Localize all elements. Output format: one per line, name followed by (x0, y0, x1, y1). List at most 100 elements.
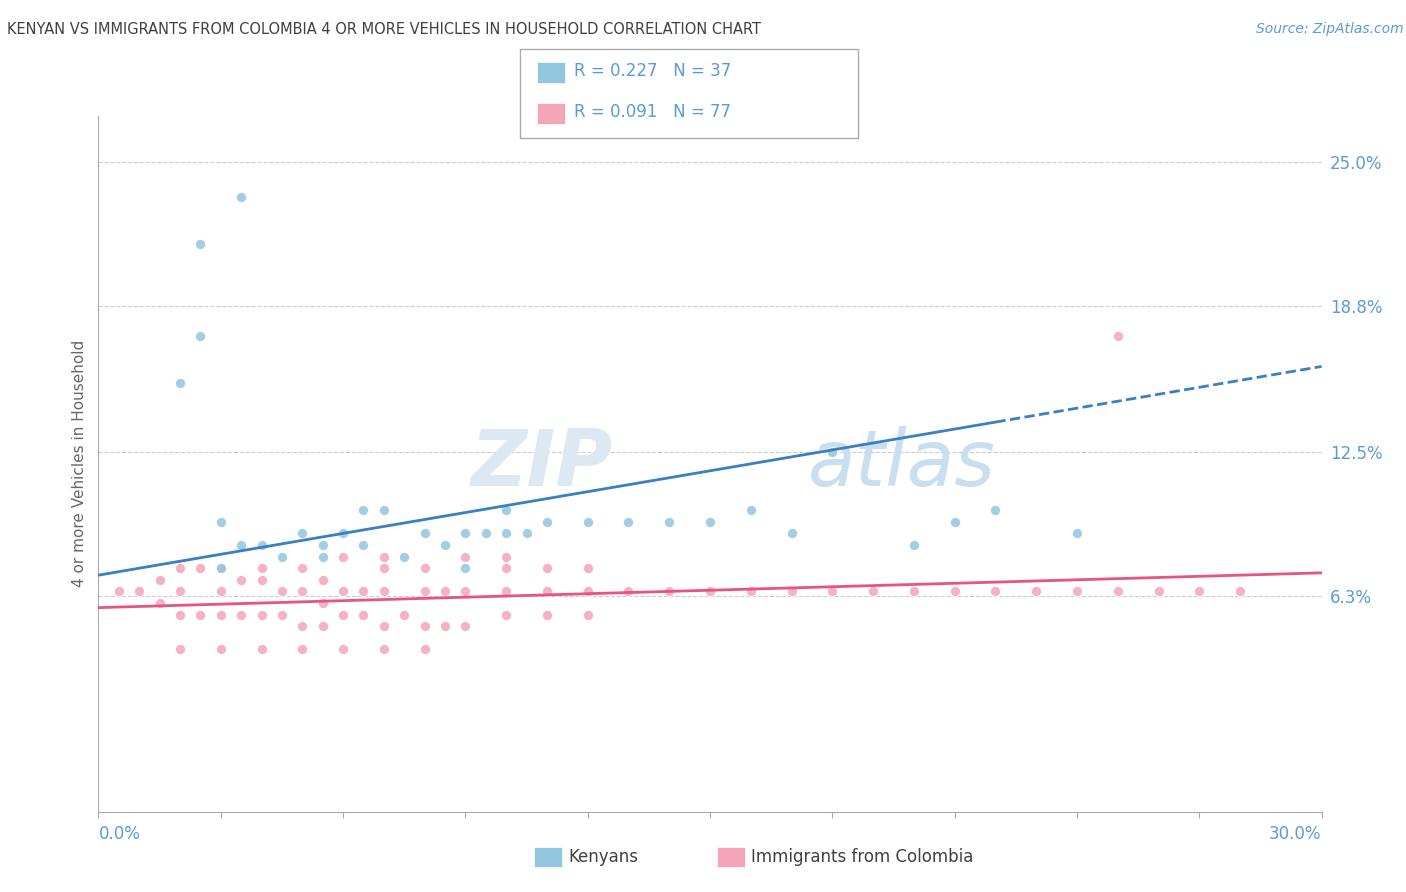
Point (495, 561, 517, 575)
Point (332, 549, 354, 564)
Point (250, 642, 273, 657)
Point (1066, 526, 1088, 541)
Point (188, 329, 212, 343)
Point (231, 190, 253, 204)
Point (312, 573, 335, 587)
Point (169, 607, 191, 622)
Point (169, 376, 191, 390)
Point (352, 607, 374, 622)
Point (434, 584, 457, 599)
Point (312, 596, 335, 610)
Point (434, 619, 457, 633)
Point (352, 538, 374, 552)
Point (332, 642, 354, 657)
Point (291, 619, 314, 633)
Point (862, 584, 884, 599)
Point (576, 515, 599, 529)
Point (495, 584, 517, 599)
Point (658, 584, 681, 599)
Point (188, 607, 212, 622)
Point (516, 526, 538, 541)
Point (903, 538, 925, 552)
Text: 30.0%: 30.0% (1270, 825, 1322, 843)
Point (984, 503, 1007, 517)
Point (250, 538, 273, 552)
Point (699, 515, 721, 529)
Point (373, 561, 395, 575)
Point (1025, 584, 1047, 599)
Point (392, 607, 416, 622)
Point (536, 561, 558, 575)
Point (291, 526, 314, 541)
Point (903, 584, 925, 599)
Point (454, 619, 477, 633)
Point (312, 619, 335, 633)
Point (495, 549, 517, 564)
Point (373, 619, 395, 633)
Point (373, 503, 395, 517)
Point (576, 561, 599, 575)
Point (250, 573, 273, 587)
Point (1066, 584, 1088, 599)
Point (250, 607, 273, 622)
Point (231, 573, 253, 587)
Point (454, 549, 477, 564)
Point (270, 549, 294, 564)
Point (373, 584, 395, 599)
Point (780, 526, 803, 541)
Point (780, 584, 803, 599)
Point (495, 503, 517, 517)
Point (373, 549, 395, 564)
Point (312, 549, 335, 564)
Point (495, 607, 517, 622)
Point (291, 561, 314, 575)
Text: KENYAN VS IMMIGRANTS FROM COLOMBIA 4 OR MORE VEHICLES IN HOUSEHOLD CORRELATION C: KENYAN VS IMMIGRANTS FROM COLOMBIA 4 OR … (7, 22, 761, 37)
Point (209, 561, 232, 575)
Point (454, 526, 477, 541)
Point (413, 526, 436, 541)
Point (413, 619, 436, 633)
Point (169, 584, 191, 599)
Point (699, 584, 721, 599)
Point (617, 515, 640, 529)
Point (576, 607, 599, 622)
Point (108, 584, 131, 599)
Point (231, 538, 253, 552)
Point (332, 607, 354, 622)
Y-axis label: 4 or more Vehicles in Household: 4 or more Vehicles in Household (72, 340, 87, 588)
Point (209, 607, 232, 622)
Point (392, 549, 416, 564)
Point (740, 584, 762, 599)
Point (1107, 329, 1129, 343)
Point (209, 561, 232, 575)
Point (231, 607, 253, 622)
Text: R = 0.091   N = 77: R = 0.091 N = 77 (574, 103, 731, 121)
Point (188, 236, 212, 251)
Point (413, 642, 436, 657)
Point (1229, 584, 1251, 599)
Point (413, 561, 436, 575)
Point (943, 515, 966, 529)
Point (270, 607, 294, 622)
Point (454, 584, 477, 599)
Point (1147, 584, 1170, 599)
Point (536, 515, 558, 529)
Point (474, 526, 498, 541)
Point (209, 642, 232, 657)
Point (149, 596, 172, 610)
Point (576, 584, 599, 599)
Text: ZIP: ZIP (470, 425, 612, 502)
Point (454, 561, 477, 575)
Point (373, 642, 395, 657)
Point (291, 584, 314, 599)
Point (984, 584, 1007, 599)
Point (413, 584, 436, 599)
Point (943, 584, 966, 599)
Point (740, 503, 762, 517)
Point (128, 584, 150, 599)
Point (332, 526, 354, 541)
Point (188, 561, 212, 575)
Point (312, 538, 335, 552)
Point (1188, 584, 1211, 599)
Point (1107, 584, 1129, 599)
